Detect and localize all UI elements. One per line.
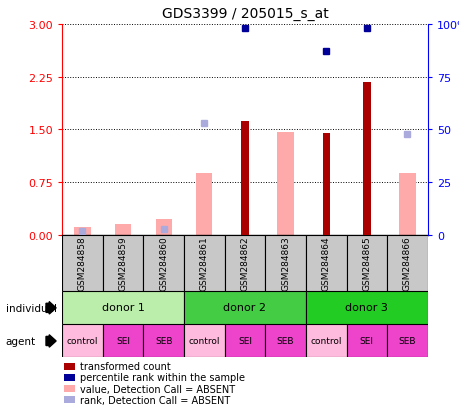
Text: transformed count: transformed count xyxy=(80,361,170,371)
Text: GSM284864: GSM284864 xyxy=(321,236,330,290)
Text: donor 2: donor 2 xyxy=(223,303,266,313)
Bar xyxy=(305,235,346,291)
Text: GSM284866: GSM284866 xyxy=(402,236,411,291)
Text: value, Detection Call = ABSENT: value, Detection Call = ABSENT xyxy=(80,384,235,394)
Text: SEB: SEB xyxy=(276,336,294,345)
Text: GSM284858: GSM284858 xyxy=(78,236,87,291)
Bar xyxy=(386,324,427,357)
Bar xyxy=(277,132,293,235)
Text: SEB: SEB xyxy=(155,336,172,345)
Bar xyxy=(155,220,172,235)
Bar xyxy=(398,173,415,235)
Bar xyxy=(305,324,346,357)
Bar xyxy=(363,82,369,235)
Bar xyxy=(115,225,131,235)
Bar xyxy=(184,291,305,324)
Text: GSM284860: GSM284860 xyxy=(159,236,168,291)
Bar xyxy=(346,235,386,291)
Text: rank, Detection Call = ABSENT: rank, Detection Call = ABSENT xyxy=(80,395,230,405)
Bar xyxy=(322,134,329,235)
Bar xyxy=(346,324,386,357)
Text: donor 1: donor 1 xyxy=(101,303,144,313)
Text: control: control xyxy=(67,336,98,345)
Bar xyxy=(265,235,305,291)
Bar xyxy=(184,235,224,291)
Bar xyxy=(102,235,143,291)
Bar xyxy=(143,324,184,357)
Bar xyxy=(386,235,427,291)
Text: GSM284865: GSM284865 xyxy=(362,236,370,291)
Text: GSM284859: GSM284859 xyxy=(118,236,127,291)
Text: control: control xyxy=(188,336,219,345)
Bar xyxy=(305,291,427,324)
Bar xyxy=(62,235,102,291)
Text: SEI: SEI xyxy=(359,336,373,345)
Text: percentile rank within the sample: percentile rank within the sample xyxy=(80,373,245,382)
Bar xyxy=(184,324,224,357)
Bar xyxy=(62,324,102,357)
Bar xyxy=(143,235,184,291)
Text: GSM284862: GSM284862 xyxy=(240,236,249,290)
Text: SEI: SEI xyxy=(116,336,130,345)
Bar xyxy=(196,173,212,235)
Text: GSM284861: GSM284861 xyxy=(199,236,208,291)
Bar xyxy=(224,235,265,291)
Bar xyxy=(102,324,143,357)
Text: SEB: SEB xyxy=(398,336,415,345)
Text: donor 3: donor 3 xyxy=(345,303,387,313)
Bar xyxy=(74,227,90,235)
Bar xyxy=(62,291,184,324)
Title: GDS3399 / 205015_s_at: GDS3399 / 205015_s_at xyxy=(161,7,328,21)
Text: GSM284863: GSM284863 xyxy=(280,236,290,291)
Text: SEI: SEI xyxy=(237,336,252,345)
Text: agent: agent xyxy=(6,336,35,346)
Bar xyxy=(265,324,305,357)
Text: control: control xyxy=(310,336,341,345)
Text: individual: individual xyxy=(6,303,56,313)
Bar xyxy=(241,122,248,235)
Bar xyxy=(224,324,265,357)
